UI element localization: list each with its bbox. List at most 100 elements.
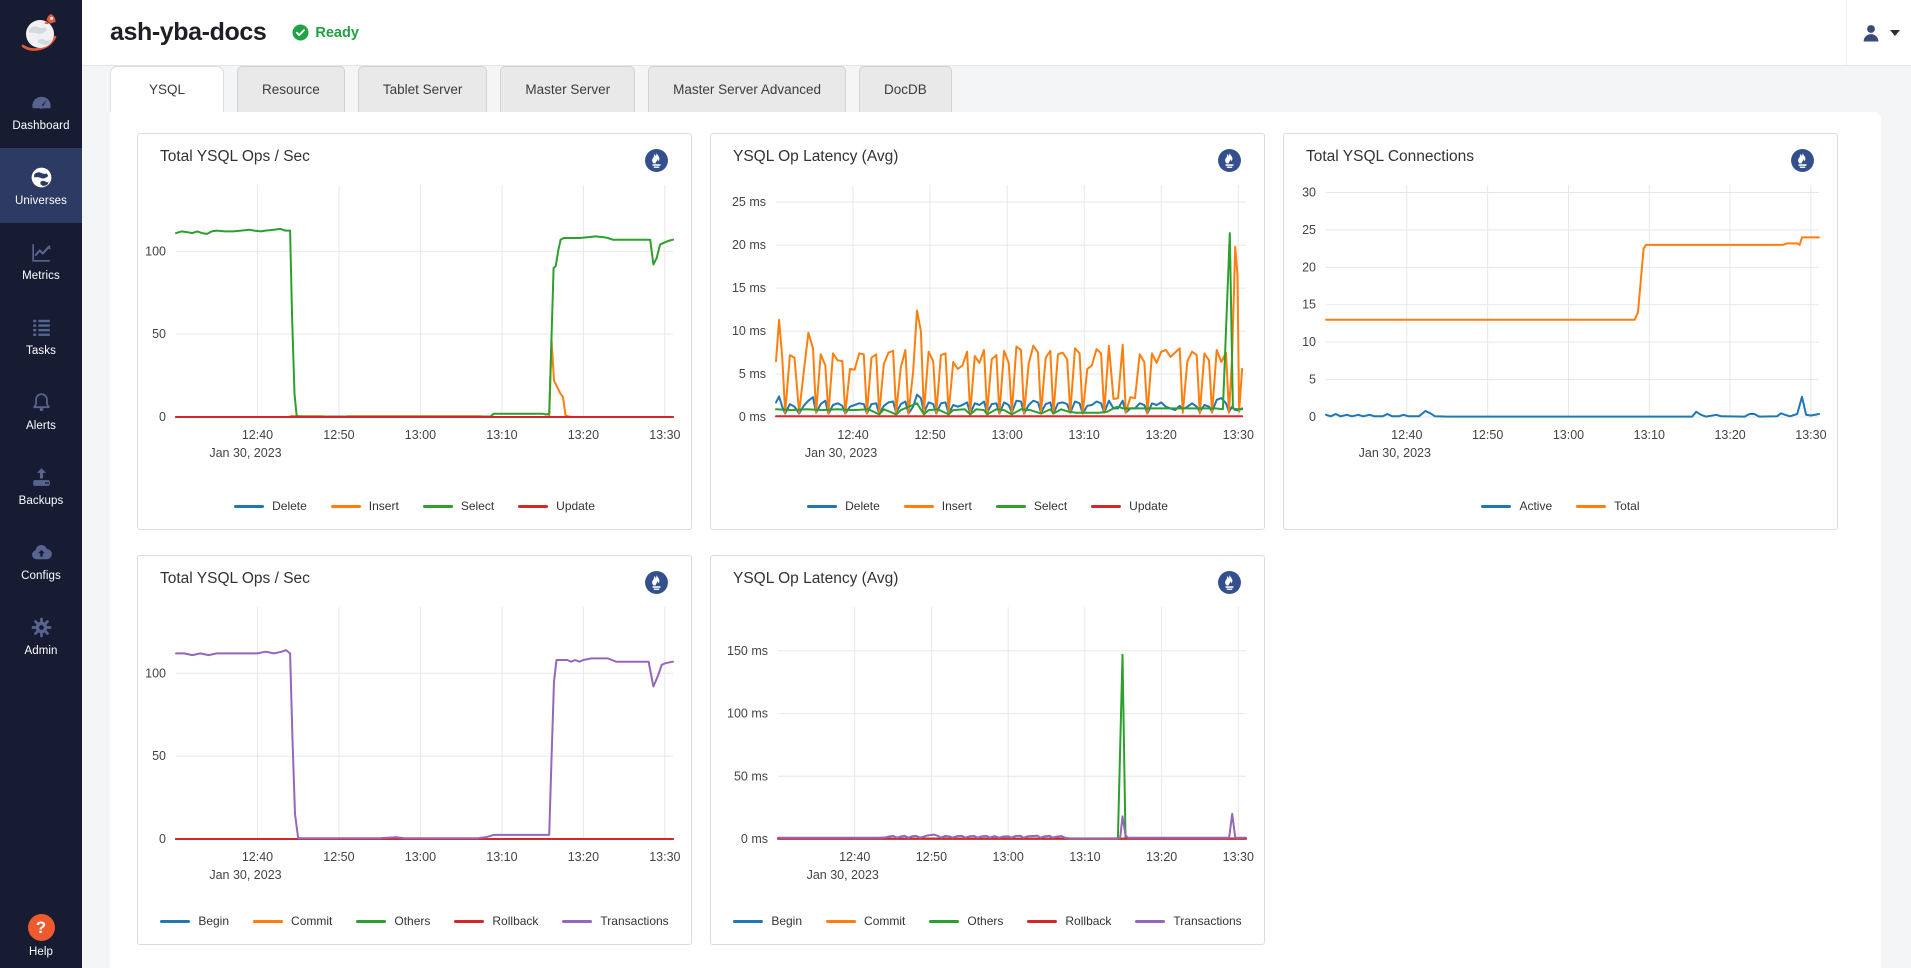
legend-item-transactions[interactable]: Transactions bbox=[1135, 914, 1241, 928]
legend-label: Select bbox=[461, 499, 494, 513]
sidebar-item-admin[interactable]: Admin bbox=[0, 598, 82, 673]
prometheus-icon[interactable] bbox=[1790, 148, 1815, 173]
legend-item-commit[interactable]: Commit bbox=[253, 914, 332, 928]
y-axis-tick-label: 0 ms bbox=[741, 832, 768, 846]
legend-item-rollback[interactable]: Rollback bbox=[454, 914, 538, 928]
chart-card-header: Total YSQL Ops / Sec bbox=[146, 570, 683, 595]
sidebar-item-configs[interactable]: Configs bbox=[0, 523, 82, 598]
metrics-tab-bar: YSQL Resource Tablet Server Master Serve… bbox=[110, 66, 952, 112]
tab-docdb[interactable]: DocDB bbox=[859, 66, 952, 112]
legend-item-select[interactable]: Select bbox=[423, 499, 494, 513]
y-axis-tick-label: 100 bbox=[146, 666, 166, 680]
help-glyph: ? bbox=[36, 918, 46, 938]
sidebar-item-label: Metrics bbox=[22, 270, 60, 282]
x-axis-tick-label: 13:30 bbox=[649, 850, 680, 864]
prometheus-icon[interactable] bbox=[1217, 570, 1242, 595]
chart-legend: Delete Insert Select Update bbox=[719, 499, 1256, 521]
series-line-transactions bbox=[176, 650, 673, 838]
yugabyte-logo[interactable] bbox=[0, 0, 82, 66]
y-axis-tick-label: 0 bbox=[159, 410, 166, 424]
y-axis-tick-label: 15 bbox=[1302, 298, 1316, 312]
legend-item-insert[interactable]: Insert bbox=[904, 499, 972, 513]
x-axis-tick-label: 13:30 bbox=[1795, 428, 1826, 442]
legend-item-update[interactable]: Update bbox=[1091, 499, 1168, 513]
page-title: ash-yba-docs bbox=[110, 18, 266, 47]
tab-resource[interactable]: Resource bbox=[237, 66, 345, 112]
bell-icon bbox=[29, 390, 54, 415]
y-axis-tick-label: 20 ms bbox=[732, 238, 766, 252]
sidebar-item-help[interactable]: ? Help bbox=[0, 914, 82, 958]
user-menu[interactable] bbox=[1846, 0, 1911, 65]
sidebar-item-universes[interactable]: Universes bbox=[0, 148, 82, 223]
legend-item-delete[interactable]: Delete bbox=[807, 499, 880, 513]
chart-card-ops-txn: Total YSQL Ops / Sec 12:40Jan 30, 202312… bbox=[137, 555, 692, 945]
y-axis-tick-label: 30 bbox=[1302, 185, 1316, 199]
legend-swatch bbox=[454, 920, 484, 923]
legend-item-active[interactable]: Active bbox=[1481, 499, 1552, 513]
x-axis-tick-label: 12:40 bbox=[242, 850, 273, 864]
y-axis-tick-label: 25 bbox=[1302, 223, 1316, 237]
x-axis-tick-label: 13:00 bbox=[1553, 428, 1584, 442]
chart-card-ops-dml: Total YSQL Ops / Sec 12:40Jan 30, 202312… bbox=[137, 133, 692, 530]
legend-item-begin[interactable]: Begin bbox=[733, 914, 802, 928]
sidebar-item-tasks[interactable]: Tasks bbox=[0, 298, 82, 373]
tab-tablet-server[interactable]: Tablet Server bbox=[358, 66, 488, 112]
x-axis-tick-label: 12:40 bbox=[1391, 428, 1422, 442]
legend-label: Update bbox=[556, 499, 595, 513]
chevron-down-icon bbox=[1890, 30, 1900, 36]
sidebar-item-backups[interactable]: Backups bbox=[0, 448, 82, 523]
x-axis-tick-label: 13:10 bbox=[486, 428, 517, 442]
legend-item-begin[interactable]: Begin bbox=[160, 914, 229, 928]
legend-label: Transactions bbox=[600, 914, 668, 928]
chart-canvas: 12:40Jan 30, 202312:5013:0013:1013:2013:… bbox=[146, 173, 683, 469]
legend-item-select[interactable]: Select bbox=[996, 499, 1067, 513]
main-panel: Total YSQL Ops / Sec 12:40Jan 30, 202312… bbox=[110, 112, 1881, 968]
legend-item-delete[interactable]: Delete bbox=[234, 499, 307, 513]
x-axis-tick-label: 13:00 bbox=[993, 850, 1024, 864]
prometheus-icon[interactable] bbox=[644, 570, 669, 595]
legend-item-others[interactable]: Others bbox=[356, 914, 430, 928]
x-axis-tick-label: 12:50 bbox=[323, 850, 354, 864]
prometheus-icon[interactable] bbox=[1217, 148, 1242, 173]
legend-swatch bbox=[1481, 505, 1511, 508]
series-line-insert bbox=[776, 247, 1242, 414]
y-axis-tick-label: 0 ms bbox=[739, 410, 766, 424]
legend-item-others[interactable]: Others bbox=[929, 914, 1003, 928]
x-axis-tick-label: 13:10 bbox=[1069, 428, 1100, 442]
sidebar-item-label: Alerts bbox=[26, 420, 56, 432]
chart-plot-area: 12:40Jan 30, 202312:5013:0013:1013:2013:… bbox=[719, 173, 1256, 474]
check-circle-icon bbox=[292, 24, 309, 41]
legend-item-total[interactable]: Total bbox=[1576, 499, 1639, 513]
legend-swatch bbox=[807, 505, 837, 508]
legend-item-commit[interactable]: Commit bbox=[826, 914, 905, 928]
tab-master-server[interactable]: Master Server bbox=[500, 66, 635, 112]
legend-item-rollback[interactable]: Rollback bbox=[1027, 914, 1111, 928]
cloud-upload-icon bbox=[29, 540, 54, 565]
legend-swatch bbox=[826, 920, 856, 923]
sidebar-item-alerts[interactable]: Alerts bbox=[0, 373, 82, 448]
chart-card-header: YSQL Op Latency (Avg) bbox=[719, 570, 1256, 595]
tab-ysql[interactable]: YSQL bbox=[110, 66, 224, 112]
series-line-select bbox=[776, 233, 1242, 414]
legend-item-transactions[interactable]: Transactions bbox=[562, 914, 668, 928]
sidebar-item-dashboard[interactable]: Dashboard bbox=[0, 73, 82, 148]
legend-label: Active bbox=[1519, 499, 1552, 513]
prometheus-icon[interactable] bbox=[644, 148, 669, 173]
chart-canvas: 12:40Jan 30, 202312:5013:0013:1013:2013:… bbox=[719, 173, 1256, 469]
gear-icon bbox=[29, 615, 54, 640]
legend-label: Commit bbox=[864, 914, 905, 928]
legend-swatch bbox=[929, 920, 959, 923]
legend-swatch bbox=[904, 505, 934, 508]
legend-swatch bbox=[1576, 505, 1606, 508]
legend-label: Begin bbox=[771, 914, 802, 928]
chart-card-header: Total YSQL Connections bbox=[1292, 148, 1829, 173]
x-axis-tick-label: 12:50 bbox=[1472, 428, 1503, 442]
sidebar-item-label: Admin bbox=[24, 645, 57, 657]
tab-master-server-advanced[interactable]: Master Server Advanced bbox=[648, 66, 846, 112]
status-badge: Ready bbox=[292, 24, 359, 41]
sidebar-item-metrics[interactable]: Metrics bbox=[0, 223, 82, 298]
legend-item-insert[interactable]: Insert bbox=[331, 499, 399, 513]
chart-legend: Begin Commit Others Rollback Transactions bbox=[146, 914, 683, 936]
status-badge-label: Ready bbox=[315, 25, 359, 41]
legend-item-update[interactable]: Update bbox=[518, 499, 595, 513]
